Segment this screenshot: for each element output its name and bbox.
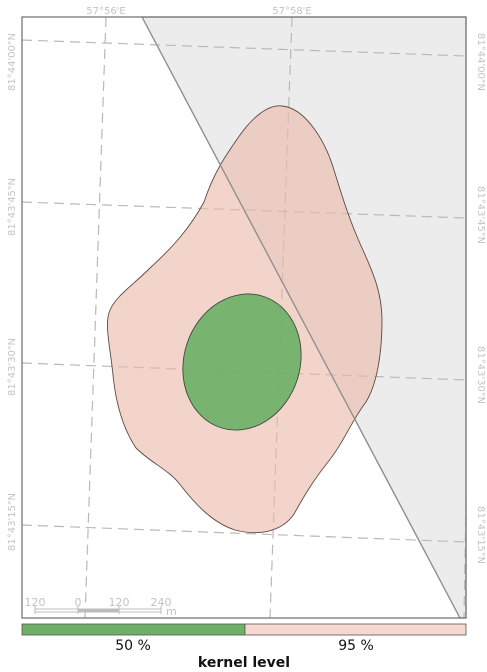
top-longitude-label: 57°56'E bbox=[86, 6, 126, 17]
right-latitude-label: 81°44'00"N bbox=[475, 33, 486, 91]
top-longitude-label: 57°58'E bbox=[272, 6, 312, 17]
scale-bar-segment bbox=[118, 608, 162, 613]
legend-swatch-50 bbox=[21, 623, 246, 636]
parallel-line bbox=[21, 201, 467, 219]
scale-bar-segment bbox=[34, 608, 79, 613]
shaded-region-edge bbox=[141, 16, 461, 619]
left-latitude-label: 81°43'45"N bbox=[7, 178, 18, 236]
map-frame bbox=[21, 16, 467, 619]
left-latitude-label: 81°44'00"N bbox=[7, 33, 18, 91]
scale-bar: 120 0 120 240 m bbox=[25, 596, 177, 618]
parallel-line bbox=[21, 524, 467, 543]
parallel-line bbox=[21, 39, 467, 57]
right-latitude-label: 81°43'30"N bbox=[475, 346, 486, 404]
scale-bar-unit: m bbox=[166, 605, 177, 618]
scale-bar-tick-label: 120 bbox=[25, 596, 46, 609]
legend-swatch-95 bbox=[244, 623, 467, 636]
map-panel: 57°56'E 57°58'E 81°44'00"N 81°43'45"N 81… bbox=[7, 6, 486, 619]
scale-bar-tick-label: 120 bbox=[109, 596, 130, 609]
legend-title: kernel level bbox=[198, 655, 290, 671]
left-latitude-label: 81°43'15"N bbox=[7, 493, 18, 551]
legend: 50 % 95 % kernel level bbox=[21, 623, 467, 671]
left-latitude-label: 81°43'30"N bbox=[7, 338, 18, 396]
right-latitude-label: 81°43'45"N bbox=[475, 186, 486, 244]
parallel-line bbox=[21, 362, 467, 381]
scale-bar-segment bbox=[77, 608, 120, 613]
legend-label-50: 50 % bbox=[115, 638, 151, 654]
kernel-50-ellipse bbox=[182, 293, 302, 431]
legend-label-95: 95 % bbox=[338, 638, 374, 654]
right-latitude-label: 81°43'15"N bbox=[475, 506, 486, 564]
scale-bar-tick-label: 0 bbox=[75, 596, 82, 609]
meridian-line bbox=[84, 16, 107, 619]
scale-bar-tick-label: 240 bbox=[151, 596, 172, 609]
